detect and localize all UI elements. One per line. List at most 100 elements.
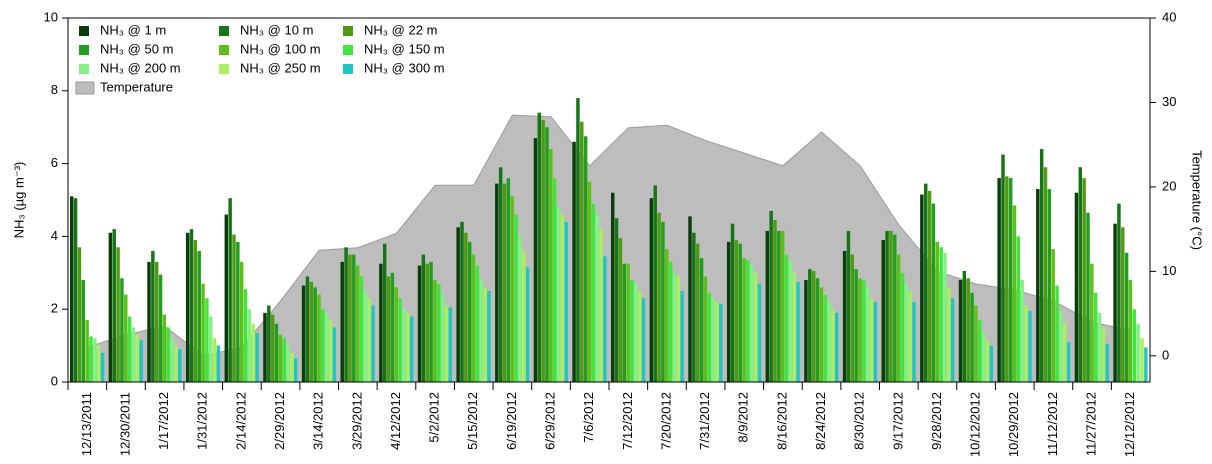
bar (270, 314, 275, 382)
legend-item: NH₃ @ 22 m (343, 22, 437, 37)
bar (753, 272, 758, 382)
bar (889, 230, 893, 382)
bar (920, 194, 924, 382)
bar (576, 98, 580, 382)
bar (549, 149, 553, 382)
bar (765, 230, 770, 382)
bar (981, 332, 986, 382)
legend-swatch (219, 26, 229, 36)
bar (371, 305, 375, 382)
x-tick-label: 7/12/2012 (620, 392, 635, 450)
bar (537, 112, 542, 382)
bar (467, 241, 472, 382)
bar (201, 283, 205, 382)
legend-swatch (343, 64, 353, 74)
bar (637, 291, 642, 382)
bar (668, 261, 673, 382)
bar (707, 292, 711, 382)
bar (599, 229, 603, 382)
bar (251, 323, 255, 382)
bar (290, 352, 294, 382)
bar (896, 254, 901, 382)
x-tick-label: 3/14/2012 (311, 392, 326, 450)
bar (634, 283, 638, 382)
bar (189, 229, 194, 382)
bar (108, 232, 113, 382)
bar (653, 185, 657, 382)
x-tick-label: 7/6/2012 (581, 392, 596, 443)
x-tick-label: 11/12/2012 (1045, 392, 1060, 456)
bar (746, 260, 750, 382)
bar (471, 254, 476, 382)
legend-label: NH₃ @ 150 m (364, 41, 445, 56)
legend-item: NH₃ @ 250 m (219, 60, 321, 75)
bar (850, 254, 855, 382)
bar (622, 263, 626, 382)
x-tick-label: 5/15/2012 (465, 392, 480, 450)
bar (340, 261, 344, 382)
bar (904, 283, 909, 382)
bar (862, 280, 866, 382)
y2-tick-label: 30 (1162, 94, 1176, 109)
bar (116, 247, 120, 382)
bar (73, 198, 78, 382)
bar (255, 332, 259, 382)
bar (869, 298, 874, 382)
bar (641, 298, 646, 382)
bar (587, 181, 592, 382)
bar (328, 320, 333, 382)
bar (433, 280, 437, 382)
y2-tick-label: 20 (1162, 178, 1176, 193)
x-tick-label: 8/9/2012 (736, 392, 751, 443)
bar (120, 278, 124, 382)
bar (541, 119, 545, 383)
bar (552, 178, 557, 382)
bar (966, 278, 970, 382)
bar (294, 358, 298, 382)
bar (267, 305, 271, 382)
legend-item: NH₃ @ 150 m (343, 41, 445, 56)
bar (239, 261, 244, 382)
bar (1047, 189, 1052, 382)
bar (479, 280, 483, 382)
bar (819, 287, 824, 382)
bar (1066, 341, 1071, 382)
bar (1082, 178, 1086, 382)
bar (672, 272, 677, 382)
bar (286, 345, 290, 382)
bar (676, 276, 681, 382)
legend-label: NH₃ @ 10 m (240, 22, 313, 37)
bar (815, 278, 820, 382)
bar (224, 214, 229, 382)
legend-swatch (219, 45, 229, 55)
bar (1063, 323, 1067, 382)
legend-item: NH₃ @ 200 m (79, 60, 181, 75)
bar (935, 241, 939, 382)
bar (178, 349, 182, 382)
bar (811, 270, 816, 382)
x-tick-label: 1/31/2012 (195, 392, 210, 450)
bar (885, 230, 889, 382)
x-tick-label: 2/29/2012 (272, 392, 287, 450)
bar (699, 258, 704, 382)
bar (344, 247, 348, 382)
bar (630, 280, 634, 382)
bar (939, 247, 943, 382)
bar (1093, 292, 1098, 382)
bar (792, 272, 796, 382)
legend-swatch (343, 26, 353, 36)
bar (1001, 154, 1005, 382)
bar (317, 294, 321, 382)
legend-item: NH₃ @ 10 m (219, 22, 313, 37)
bar (309, 281, 314, 382)
bar (1136, 323, 1140, 382)
bar (81, 280, 85, 382)
bar (112, 229, 116, 382)
x-tick-label: 2/14/2012 (233, 392, 248, 450)
bar (688, 216, 692, 382)
bar (100, 352, 105, 382)
bar (1113, 223, 1117, 382)
x-tick-label: 10/12/2012 (968, 392, 983, 457)
legend-swatch (79, 64, 89, 74)
